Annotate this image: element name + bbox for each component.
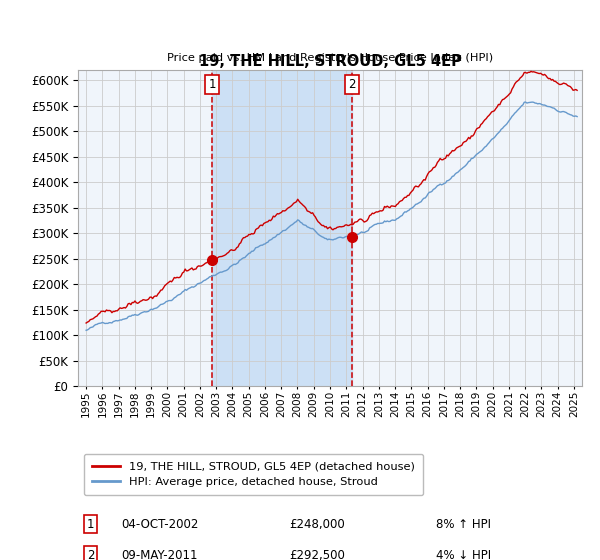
Text: £248,000: £248,000 [290, 517, 346, 530]
Text: 2: 2 [348, 78, 356, 91]
Text: £292,500: £292,500 [290, 549, 346, 560]
Text: 4% ↓ HPI: 4% ↓ HPI [436, 549, 491, 560]
Title: 19, THE HILL, STROUD, GL5 4EP: 19, THE HILL, STROUD, GL5 4EP [199, 54, 461, 69]
Text: Price paid vs. HM Land Registry's House Price Index (HPI): Price paid vs. HM Land Registry's House … [167, 53, 493, 63]
Text: 1: 1 [87, 517, 94, 530]
Text: 8% ↑ HPI: 8% ↑ HPI [436, 517, 491, 530]
Text: 09-MAY-2011: 09-MAY-2011 [121, 549, 197, 560]
Text: 2: 2 [87, 549, 94, 560]
Legend: 19, THE HILL, STROUD, GL5 4EP (detached house), HPI: Average price, detached hou: 19, THE HILL, STROUD, GL5 4EP (detached … [83, 454, 423, 496]
Text: 04-OCT-2002: 04-OCT-2002 [121, 517, 198, 530]
Bar [212, 70, 352, 386]
Text: 1: 1 [208, 78, 216, 91]
